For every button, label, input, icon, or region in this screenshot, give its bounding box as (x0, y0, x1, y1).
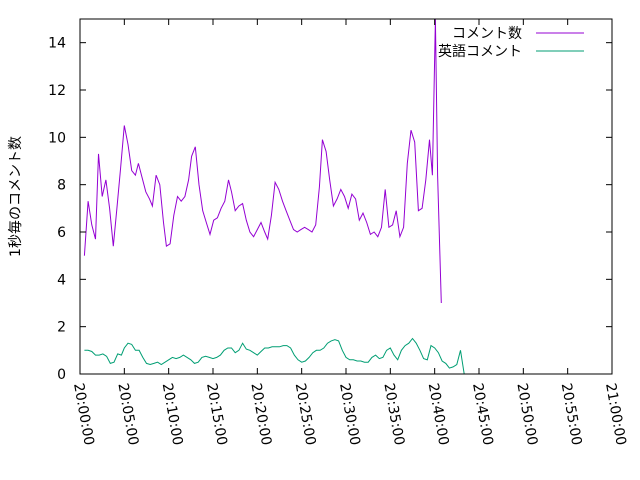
y-axis: 0 2 4 6 8 10 12 14 (48, 36, 612, 383)
plot-frame (79, 18, 613, 375)
x-tick-label: 20:10:00 (159, 382, 186, 447)
y-tick-label: 2 (57, 320, 66, 336)
x-tick-label: 20:05:00 (114, 382, 141, 447)
y-tick-label: 14 (48, 36, 66, 52)
y-tick-label: 10 (48, 130, 66, 146)
x-tick-label: 20:45:00 (469, 382, 496, 447)
y-tick-label: 6 (57, 225, 66, 241)
legend-label-1: コメント数 (452, 26, 522, 42)
x-tick-label: 20:20:00 (247, 382, 274, 447)
y-axis-label: 1秒毎のコメント数 (8, 136, 24, 257)
y-tick-label: 0 (57, 367, 66, 383)
x-tick-label: 20:25:00 (292, 382, 319, 447)
series-layer (83, 18, 465, 375)
x-tick-label: 20:35:00 (380, 382, 407, 447)
x-tick-label: 20:15:00 (203, 382, 230, 447)
x-tick-label: 20:40:00 (425, 382, 452, 447)
series-line-2 (84, 337, 465, 375)
legend-label-2: 英語コメント (438, 43, 522, 60)
x-tick-label: 21:00:00 (602, 382, 629, 447)
x-tick-label: 20:50:00 (513, 382, 540, 447)
y-tick-label: 8 (57, 178, 66, 194)
x-tick-label: 20:30:00 (336, 382, 363, 447)
y-tick-label: 4 (57, 272, 66, 288)
series-line-1 (83, 18, 442, 304)
x-tick-label: 20:55:00 (558, 382, 585, 447)
x-axis: 20:00:00 20:05:00 20:10:00 20:15:00 20:20:00… (70, 19, 629, 447)
y-tick-label: 12 (48, 83, 66, 99)
x-tick-label: 20:00:00 (70, 382, 97, 447)
